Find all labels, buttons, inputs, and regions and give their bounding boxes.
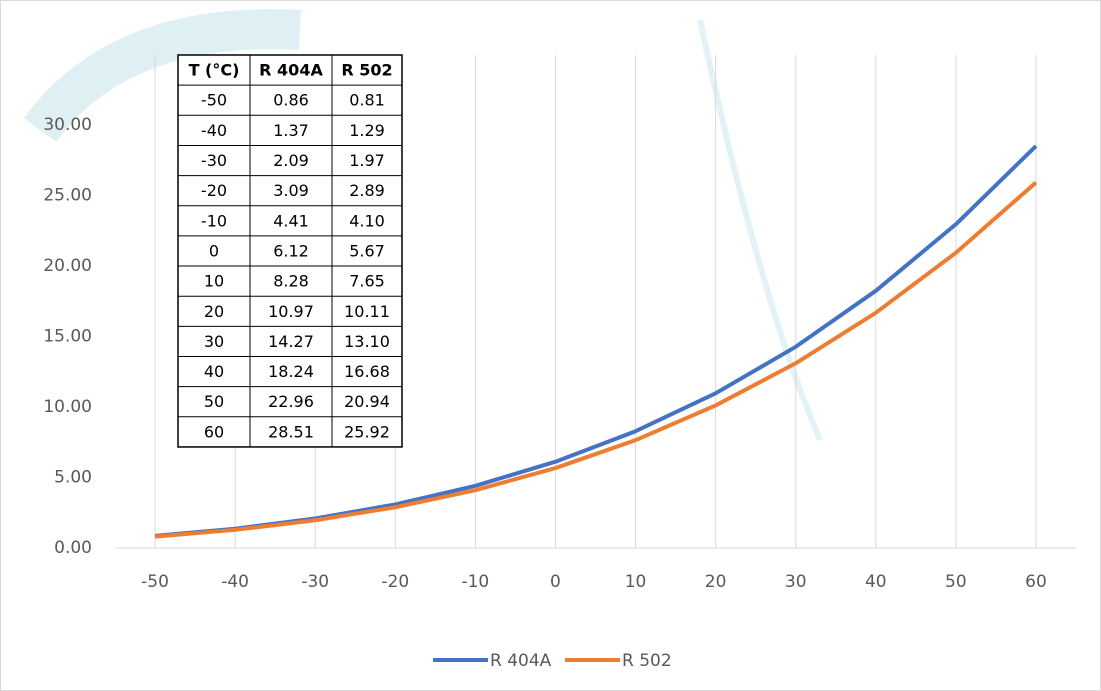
table-cell: 4.10 bbox=[349, 211, 385, 230]
y-tick-label: 10.00 bbox=[43, 397, 92, 417]
table-cell: -10 bbox=[201, 211, 227, 230]
table-header: T (°C) bbox=[189, 61, 240, 80]
data-table: T (°C) R 404A R 502 -50 0.86 0.81 -40 1.37 1.29 -… bbox=[177, 54, 403, 448]
series-line bbox=[154, 181, 1038, 539]
table-cell: 20.94 bbox=[344, 392, 390, 411]
x-tick-label: -10 bbox=[461, 572, 489, 592]
table-cell: 10.11 bbox=[344, 302, 390, 321]
table-cell: 16.68 bbox=[344, 362, 390, 381]
table-cell: 28.51 bbox=[268, 422, 314, 441]
y-tick-label: 15.00 bbox=[43, 327, 92, 347]
table-cell: 3.09 bbox=[273, 181, 309, 200]
table-cell: 50 bbox=[204, 392, 224, 411]
table-cell: 22.96 bbox=[268, 392, 314, 411]
x-tick-label: -40 bbox=[221, 572, 249, 592]
x-tick-label: -20 bbox=[381, 572, 409, 592]
x-tick-label: -30 bbox=[301, 572, 329, 592]
y-tick-label: 20.00 bbox=[43, 256, 92, 276]
y-tick-label: 25.00 bbox=[43, 186, 92, 206]
table-cell: 6.12 bbox=[273, 241, 309, 260]
legend-label: R 502 bbox=[622, 651, 672, 671]
table-cell: 5.67 bbox=[349, 241, 385, 260]
x-tick-label: -50 bbox=[141, 572, 169, 592]
table-cell: -20 bbox=[201, 181, 227, 200]
table-cell: 0.81 bbox=[349, 91, 385, 110]
table-background bbox=[177, 54, 403, 448]
table-cell: 25.92 bbox=[344, 422, 390, 441]
table-cell: -30 bbox=[201, 151, 227, 170]
x-tick-label: 10 bbox=[625, 572, 647, 592]
table-cell: 13.10 bbox=[344, 332, 390, 351]
table-cell: 0 bbox=[209, 241, 219, 260]
table-cell: 10.97 bbox=[268, 302, 314, 321]
table-cell: 40 bbox=[204, 362, 224, 381]
table-header: R 404A bbox=[259, 61, 323, 80]
table-cell: -50 bbox=[201, 91, 227, 110]
x-tick-label: 50 bbox=[945, 572, 967, 592]
table-cell: 0.86 bbox=[273, 91, 309, 110]
table-cell: 14.27 bbox=[268, 332, 314, 351]
table-cell: 60 bbox=[204, 422, 224, 441]
table-cell: 10 bbox=[204, 272, 224, 291]
table-cell: 7.65 bbox=[349, 272, 385, 291]
y-tick-label: 5.00 bbox=[54, 468, 92, 488]
table-cell: -40 bbox=[201, 121, 227, 140]
x-tick-label: 30 bbox=[785, 572, 807, 592]
x-tick-label: 40 bbox=[865, 572, 887, 592]
table-cell: 4.41 bbox=[273, 211, 309, 230]
y-tick-label: 30.00 bbox=[43, 115, 92, 135]
table-cell: 2.89 bbox=[349, 181, 385, 200]
table-cell: 8.28 bbox=[273, 272, 309, 291]
table-cell: 20 bbox=[204, 302, 224, 321]
x-tick-label: 0 bbox=[550, 572, 561, 592]
table-cell: 2.09 bbox=[273, 151, 309, 170]
table-header: R 502 bbox=[341, 61, 392, 80]
x-tick-label: 60 bbox=[1025, 572, 1047, 592]
watermark-arc bbox=[23, 9, 302, 143]
watermark-arc bbox=[697, 19, 823, 442]
table-cell: 1.37 bbox=[273, 121, 309, 140]
table-cell: 1.97 bbox=[349, 151, 385, 170]
table-cell: 1.29 bbox=[349, 121, 385, 140]
y-tick-label: 0.00 bbox=[54, 538, 92, 558]
table-cell: 30 bbox=[204, 332, 224, 351]
legend-label: R 404A bbox=[490, 651, 552, 671]
x-tick-label: 20 bbox=[705, 572, 727, 592]
table-cell: 18.24 bbox=[268, 362, 314, 381]
